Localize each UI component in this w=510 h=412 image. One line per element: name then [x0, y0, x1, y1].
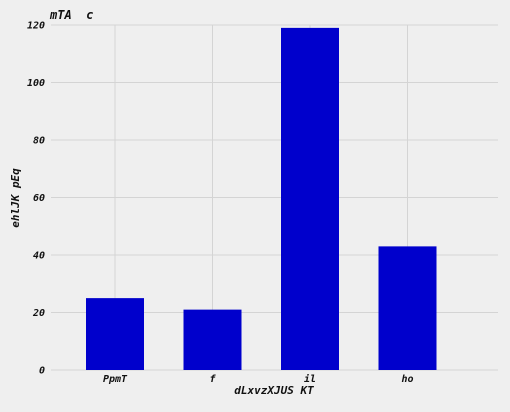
- y-tick-label: 0: [39, 366, 45, 377]
- x-tick-label: ho: [401, 374, 413, 385]
- x-tick-label: PpmT: [103, 374, 128, 385]
- y-tick-label: 100: [27, 78, 45, 89]
- bar-ho: [378, 246, 437, 370]
- bars-layer: [86, 27, 437, 370]
- x-axis-title: dLxvzXJUS KT: [234, 384, 314, 397]
- bar-PpmT: [86, 298, 144, 370]
- bar-f: [183, 309, 242, 370]
- y-tick-label: 60: [33, 193, 45, 204]
- y-tick-labels: 0 20 40 60 80 100 120: [27, 21, 45, 377]
- y-tick-label: 120: [27, 21, 45, 32]
- y-axis-title: ehlJK pEq: [9, 168, 22, 228]
- x-tick-labels: PpmT f il ho: [103, 373, 414, 385]
- y-tick-label: 40: [33, 251, 45, 262]
- y-tick-label: 20: [32, 308, 45, 319]
- y-tick-label: 80: [33, 136, 45, 147]
- bar-il: [281, 27, 339, 370]
- chart-title: mTA c: [49, 8, 93, 22]
- x-tick-label: il: [304, 373, 316, 385]
- x-tick-label: f: [209, 374, 216, 385]
